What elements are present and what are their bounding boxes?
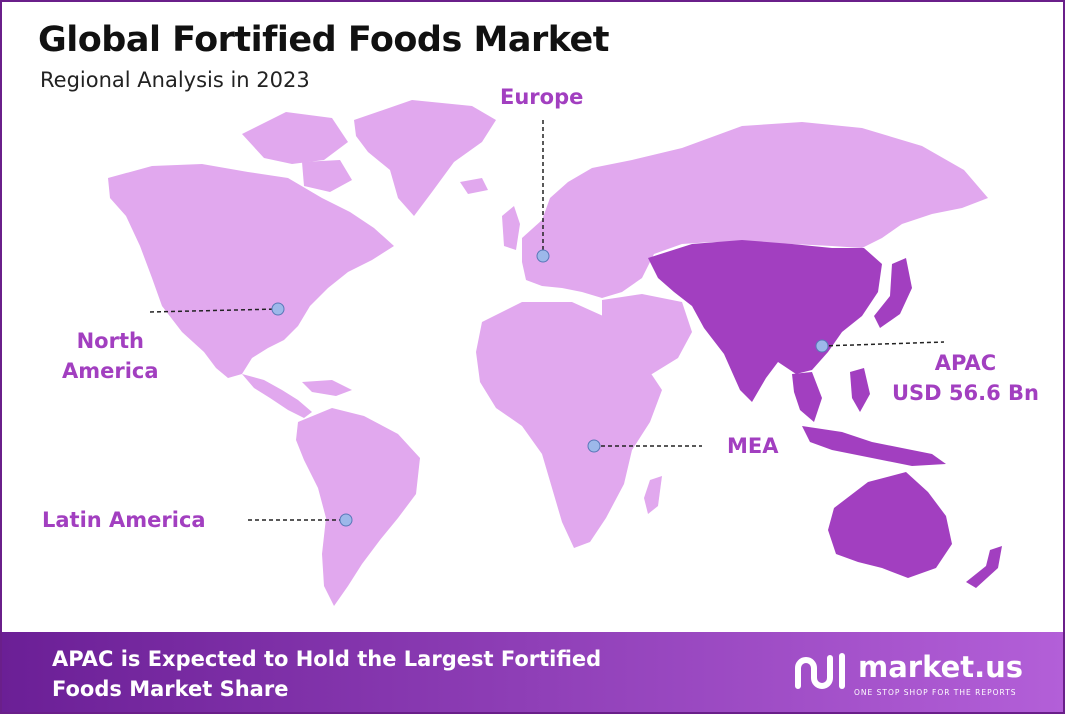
region-markers: [271, 249, 829, 527]
region-label-north-america: North America: [62, 326, 159, 386]
eurasia-shape: [522, 122, 988, 298]
page-title: Global Fortified Foods Market: [38, 20, 610, 60]
uk-shape: [502, 206, 520, 250]
arctic-islands-shape: [242, 112, 348, 164]
arctic-islands-2-shape: [302, 160, 352, 192]
connector-lines: [149, 120, 945, 521]
mea-marker: [587, 439, 601, 453]
region-label-line: America: [62, 359, 159, 383]
europe-marker: [536, 249, 550, 263]
philippines-shape: [850, 368, 870, 412]
indonesia-shape: [802, 426, 946, 466]
footer-banner: APAC is Expected to Hold the Largest For…: [2, 632, 1063, 712]
region-label-europe: Europe: [500, 82, 583, 112]
region-label-line: Latin America: [42, 508, 206, 532]
region-label-line: MEA: [727, 434, 779, 458]
brand-tagline: ONE STOP SHOP FOR THE REPORTS: [854, 688, 1017, 697]
market-us-logo-icon: [795, 653, 845, 689]
new-zealand-shape: [966, 546, 1002, 588]
apac-mainland-shape: [648, 240, 882, 402]
brand-name: market.us: [858, 650, 1024, 684]
australia-shape: [828, 472, 952, 578]
region-label-line: USD 56.6 Bn: [892, 381, 1039, 405]
region-label-line: North: [76, 329, 144, 353]
region-label-mea: MEA: [727, 431, 779, 461]
iceland-shape: [460, 178, 488, 194]
region-label-line: Europe: [500, 85, 584, 109]
world-map: [108, 100, 1002, 606]
central-america-shape: [242, 374, 312, 418]
apac-se-asia-shape: [792, 372, 822, 422]
africa-shape: [476, 302, 662, 548]
region-label-latin-america: Latin America: [42, 505, 206, 535]
region-label-apac: APAC USD 56.6 Bn: [892, 348, 1039, 408]
north-america-connector: [149, 308, 279, 313]
region-label-line: APAC: [934, 351, 997, 375]
north-america-shape: [108, 164, 394, 378]
apac-marker: [815, 339, 829, 353]
north-america-marker: [271, 302, 285, 316]
greenland-shape: [354, 100, 496, 216]
latin-america-marker: [339, 513, 353, 527]
caribbean-shape: [302, 380, 352, 396]
page-subtitle: Regional Analysis in 2023: [40, 68, 310, 92]
south-america-shape: [296, 408, 420, 606]
madagascar-shape: [644, 476, 662, 514]
footer-headline: APAC is Expected to Hold the Largest For…: [52, 647, 602, 701]
japan-shape: [874, 258, 912, 328]
apac-connector: [821, 341, 945, 347]
brand-logo: market.us ONE STOP SHOP FOR THE REPORTS: [792, 648, 1042, 698]
